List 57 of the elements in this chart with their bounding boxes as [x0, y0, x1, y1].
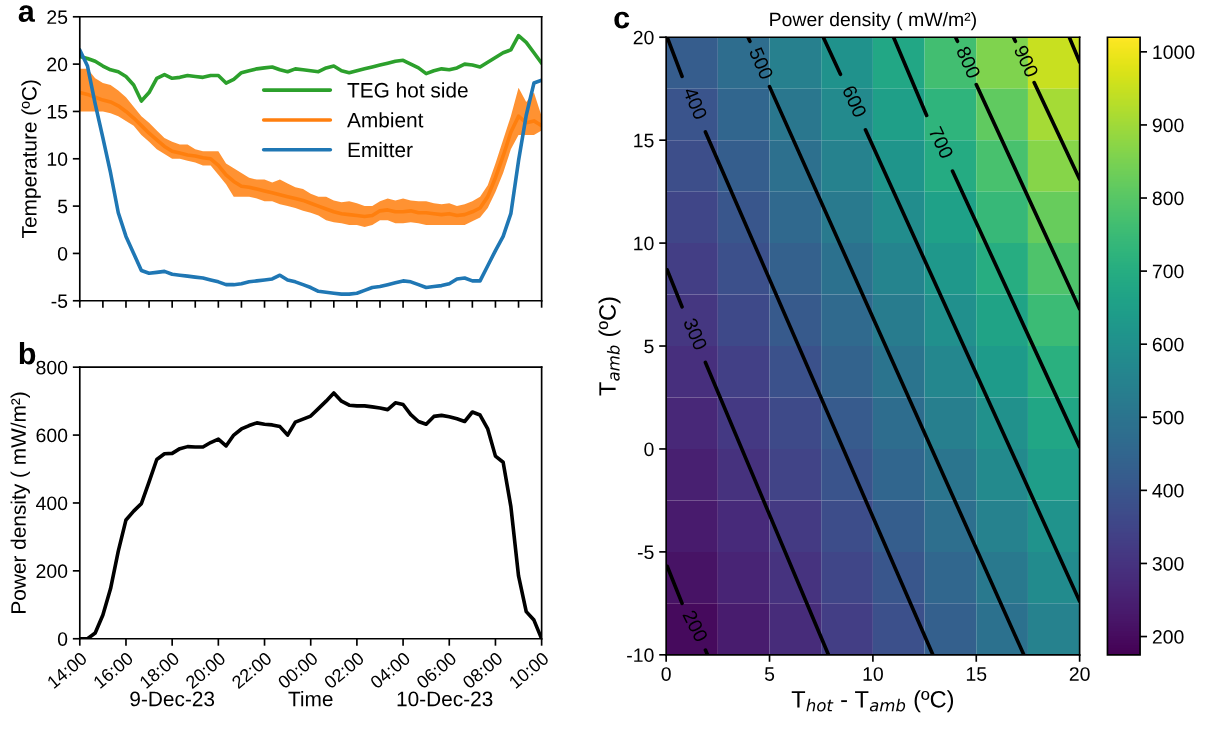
y-tick-label: 800	[36, 360, 68, 375]
color-bar-label: 900	[1152, 118, 1184, 133]
color-bar-label: 500	[1152, 410, 1184, 425]
text: b	[19, 341, 36, 365]
annotation: 400	[682, 86, 708, 121]
line-series	[79, 33, 542, 103]
line-series	[79, 48, 542, 296]
y-tick-label: -5	[51, 294, 68, 308]
y-tick-label: -5	[637, 545, 654, 560]
y-tick-label: 0	[644, 442, 654, 457]
color-bar-label: 700	[1152, 264, 1184, 279]
annotation: 700	[928, 125, 954, 160]
color-bar-label: 600	[1152, 337, 1184, 352]
color-bar-label: 800	[1152, 191, 1184, 206]
y-tick-label: 15	[47, 105, 68, 119]
annotation: 600	[841, 84, 868, 119]
y-tick-label: 600	[36, 428, 68, 443]
y-axis-title: Temperature (ºC)	[21, 80, 41, 238]
annotation: 200	[682, 609, 709, 643]
x-axis-title: Time	[288, 691, 333, 707]
y-tick-label: 20	[47, 57, 68, 72]
text: c	[614, 11, 630, 29]
y-tick-label: 10	[634, 236, 654, 251]
chart-title: Power density ( mW/m²)	[770, 12, 976, 31]
y-tick-label: 0	[57, 632, 68, 646]
annotation: 500	[748, 46, 774, 81]
x-axis-title: T$_{hot}$ - T$_{amb}$ (ºC)	[791, 690, 954, 713]
legend-label: Emitter	[348, 141, 413, 158]
y-axis-title: Power density ( mW/m²)	[10, 392, 30, 613]
y-axis-title: T$_{amb}$ (ºC)	[598, 297, 621, 396]
y-tick-label: 0	[57, 246, 68, 261]
annotation: 300	[682, 317, 708, 351]
y-tick-label: 400	[36, 496, 68, 511]
x-tick-label: 10	[863, 667, 883, 681]
x-tick-label: 15	[966, 667, 987, 681]
y-tick-label: 10	[47, 152, 68, 167]
color-bar-label: 1000	[1153, 45, 1195, 60]
y-tick-label: 20	[633, 30, 654, 45]
text: 9-Dec-23	[130, 691, 215, 707]
x-tick-label: 20	[1069, 667, 1090, 681]
legend-label: Ambient	[347, 112, 424, 128]
color-bar-label: 200	[1152, 630, 1184, 644]
y-tick-label: 200	[36, 564, 68, 579]
legend-label: TEG hot side	[347, 82, 468, 98]
y-tick-label: 15	[634, 133, 654, 148]
color-bar-label: 400	[1152, 483, 1184, 498]
x-tick-label: 5	[764, 667, 775, 681]
y-tick-label: 5	[57, 199, 68, 214]
x-tick-label: 0	[661, 667, 671, 681]
text: 10-Dec-23	[397, 691, 493, 707]
y-tick-label: 5	[644, 339, 654, 354]
color-bar-label: 300	[1152, 556, 1184, 571]
y-tick-label: -10	[627, 648, 654, 663]
annotation: 800	[955, 45, 981, 80]
annotation: 900	[1013, 44, 1039, 79]
text: a	[18, 5, 35, 22]
y-tick-label: 25	[47, 10, 68, 25]
